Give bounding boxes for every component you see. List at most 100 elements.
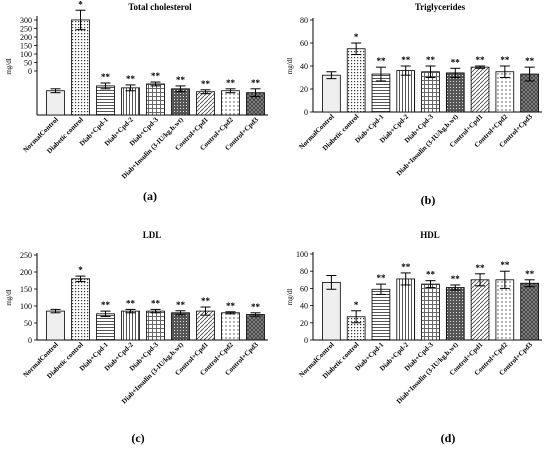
y-tick-label: 20 xyxy=(300,85,308,94)
bar-diabetic-control xyxy=(71,278,90,341)
bar-control-cpd1 xyxy=(196,91,215,116)
bar-diab-insulin-3-iu-kg-b-wt- xyxy=(445,287,465,341)
bar-control-cpd1 xyxy=(470,66,490,113)
y-tick-label: 250 xyxy=(20,251,32,260)
bar-diabetic-control xyxy=(346,48,366,113)
significance-marker: ** xyxy=(451,274,461,284)
panel-label: (d) xyxy=(441,431,456,445)
chart-title: LDL xyxy=(143,230,162,240)
significance-marker: ** xyxy=(151,298,161,308)
y-tick-label: 0 xyxy=(28,67,32,76)
bar-diab-cpd-1 xyxy=(371,288,391,341)
y-tick-label: 200 xyxy=(20,33,32,42)
significance-marker: ** xyxy=(500,260,510,270)
y-tick-label: 100 xyxy=(296,250,308,259)
chart-title: HDL xyxy=(420,230,440,240)
chart-panel-3: LDLmg/dl050100150200250NormalControl*Dia… xyxy=(5,230,268,445)
significance-marker: ** xyxy=(101,72,111,82)
chart-title: Triglycerides xyxy=(415,2,466,12)
significance-marker: ** xyxy=(226,301,236,311)
y-tick-label: 60 xyxy=(300,284,308,293)
significance-marker: ** xyxy=(401,262,411,272)
significance-marker: ** xyxy=(101,300,111,310)
y-tick-label: 200 xyxy=(20,268,32,277)
y-tick-label: 50 xyxy=(24,319,32,328)
significance-marker: ** xyxy=(451,57,461,67)
y-tick-label: 100 xyxy=(20,302,32,311)
bar-diab-cpd-2 xyxy=(396,278,416,341)
bar-diab-insulin-3-iu-kg-b-wt- xyxy=(445,72,465,113)
bar-control-cpd2 xyxy=(221,312,240,341)
significance-marker: ** xyxy=(525,269,535,279)
panel-label: (b) xyxy=(421,193,436,207)
bar-diab-insulin-3-iu-kg-b-wt- xyxy=(171,88,190,116)
bar-normalcontrol xyxy=(322,281,341,341)
significance-marker: ** xyxy=(226,78,236,88)
chart-title: Total cholesterol xyxy=(128,2,192,12)
significance-marker: ** xyxy=(401,55,411,65)
significance-marker: ** xyxy=(251,302,261,312)
panel-label: (a) xyxy=(143,189,157,203)
significance-marker: ** xyxy=(126,298,136,308)
bar-diab-cpd-2 xyxy=(396,70,416,113)
y-tick-label: 0 xyxy=(304,336,308,345)
significance-marker: ** xyxy=(251,78,261,88)
significance-marker: ** xyxy=(126,74,136,84)
significance-marker: ** xyxy=(201,296,211,306)
y-tick-label: 50 xyxy=(24,59,32,68)
y-tick-label: 250 xyxy=(20,25,32,34)
bar-control-cpd3 xyxy=(246,314,265,341)
bar-diab-cpd-2 xyxy=(121,310,140,341)
y-axis-label: mg/dl xyxy=(5,58,13,74)
y-tick-label: 60 xyxy=(300,39,308,48)
significance-marker: ** xyxy=(476,55,486,65)
y-tick-label: 0 xyxy=(28,336,32,345)
significance-marker: ** xyxy=(376,273,386,283)
bar-control-cpd3 xyxy=(520,282,539,341)
panel-label: (c) xyxy=(131,431,144,445)
y-tick-label: 80 xyxy=(300,267,308,276)
bar-diab-cpd-3 xyxy=(421,283,440,341)
significance-marker: * xyxy=(78,265,83,275)
significance-marker: ** xyxy=(151,71,161,81)
significance-marker: ** xyxy=(176,75,186,85)
bar-diab-cpd-1 xyxy=(96,313,115,341)
significance-marker: * xyxy=(354,32,359,42)
significance-marker: ** xyxy=(176,300,186,310)
significance-marker: ** xyxy=(476,263,486,273)
bar-normalcontrol xyxy=(46,90,65,116)
bar-normalcontrol xyxy=(322,74,341,113)
significance-marker: ** xyxy=(525,56,535,66)
y-axis-label: mg/dl xyxy=(286,289,294,305)
chart-panel-4: HDLmg/dl020406080100NormalControl*Diabet… xyxy=(286,230,542,445)
bar-diab-cpd-3 xyxy=(146,310,165,341)
y-tick-label: 100 xyxy=(20,50,32,59)
bar-control-cpd2 xyxy=(221,90,240,116)
bar-diab-cpd-2 xyxy=(121,87,140,116)
chart-panel-2: Triglyceridesmg/dl020406080NormalControl… xyxy=(286,2,542,207)
bar-diabetic-control xyxy=(71,19,90,116)
significance-marker: ** xyxy=(426,270,436,280)
significance-marker: * xyxy=(354,300,359,310)
bar-diab-cpd-1 xyxy=(96,85,115,116)
significance-marker: ** xyxy=(500,55,510,65)
chart-panel-1: Total cholesterol mg/dl 300250200150100500… xyxy=(5,0,268,203)
y-tick-label: 150 xyxy=(20,285,32,294)
significance-marker: ** xyxy=(376,56,386,66)
y-tick-label: 0 xyxy=(304,108,308,117)
y-tick-label: 300 xyxy=(20,16,32,25)
y-axis-label: mg/dl xyxy=(286,58,294,74)
y-tick-label: 150 xyxy=(20,42,32,51)
bar-diab-insulin-3-iu-kg-b-wt- xyxy=(171,312,190,341)
bar-control-cpd1 xyxy=(470,279,490,341)
bar-diab-cpd-3 xyxy=(146,83,165,116)
bar-normalcontrol xyxy=(46,310,65,341)
y-tick-label: 40 xyxy=(300,302,308,311)
y-tick-label: 40 xyxy=(300,62,308,71)
y-tick-label: 80 xyxy=(300,16,308,25)
significance-marker: ** xyxy=(426,55,436,65)
y-axis-label: mg/dl xyxy=(5,289,13,305)
significance-marker: ** xyxy=(201,79,211,89)
y-tick-label: 20 xyxy=(300,319,308,328)
